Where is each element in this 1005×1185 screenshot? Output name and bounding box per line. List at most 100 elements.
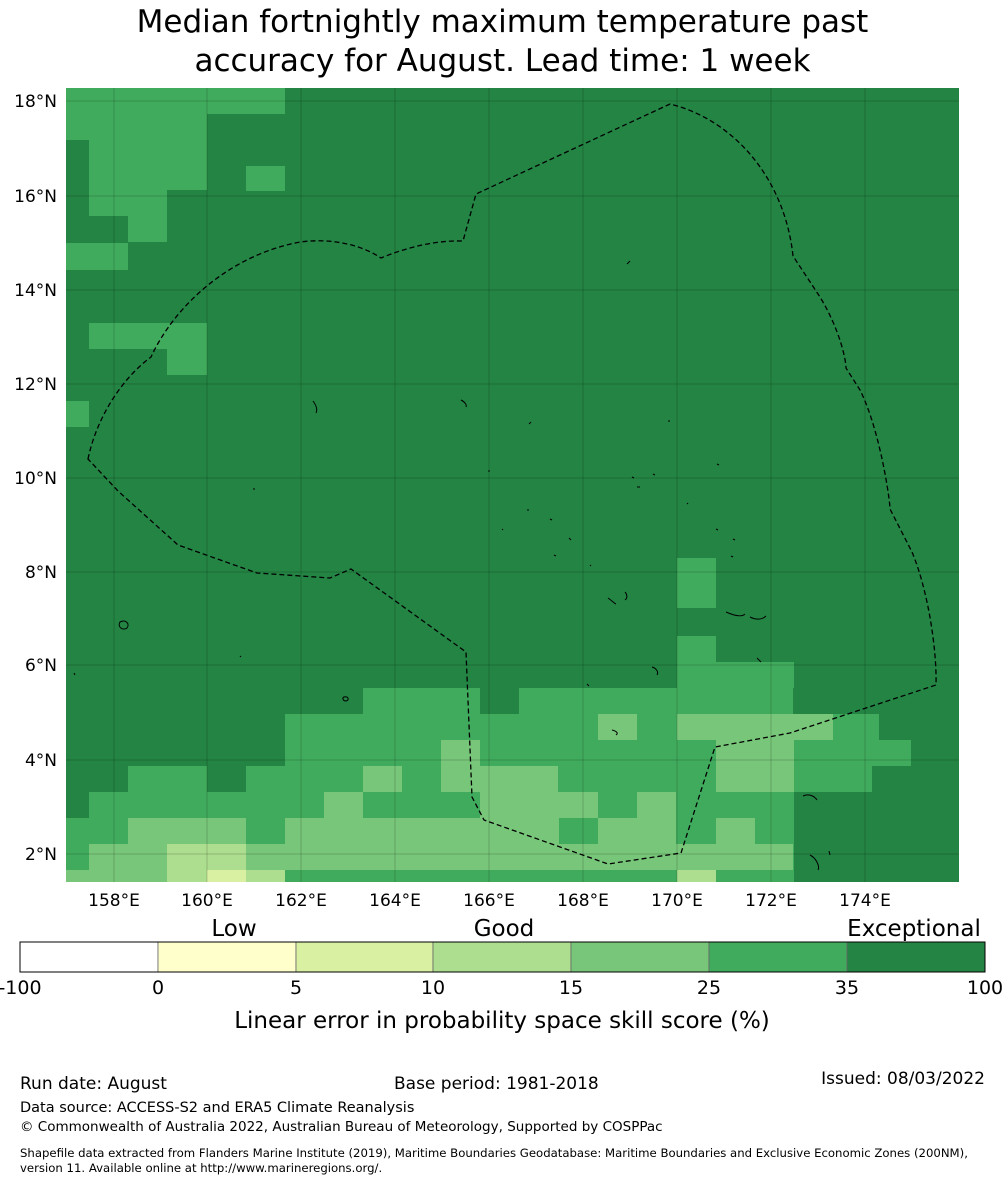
colorbar-tick-label: -100 — [0, 977, 42, 999]
lon-label: 172°E — [745, 891, 797, 911]
skill-cell — [285, 818, 559, 844]
skill-cell — [677, 636, 716, 662]
colorbar-swatch — [570, 941, 710, 973]
skill-cell — [66, 714, 285, 740]
colorbar-label: Linear error in probability space skill … — [234, 1008, 770, 1034]
title-line-2: accuracy for August. Lead time: 1 week — [194, 43, 811, 79]
colorbar-swatch — [846, 941, 986, 973]
legend-category-good: Good — [474, 916, 535, 942]
lat-label: 10°N — [14, 469, 57, 489]
shapefile-credit-line-2: version 11. Available online at http://w… — [20, 1161, 383, 1175]
skill-cell — [677, 870, 716, 882]
skill-cell — [89, 844, 167, 870]
skill-cell — [128, 818, 246, 844]
skill-cell — [559, 818, 598, 844]
colorbar-tick-label: 5 — [290, 977, 302, 999]
skill-cell — [128, 766, 206, 792]
skill-cell — [716, 740, 794, 792]
skill-cell — [66, 114, 207, 190]
skill-cell — [637, 792, 676, 818]
skill-cell — [716, 818, 755, 844]
colorbar-swatch — [19, 941, 159, 973]
skill-cell — [66, 140, 89, 190]
skill-cell — [128, 216, 167, 242]
lon-label: 166°E — [463, 891, 515, 911]
colorbar-tick-label: 0 — [152, 977, 164, 999]
skill-cell — [167, 349, 207, 375]
skill-cell — [246, 844, 793, 870]
latitude-labels: 18°N 16°N 14°N 12°N 10°N 8°N 6°N 4°N 2°N — [14, 92, 57, 865]
skill-cell — [480, 792, 598, 818]
run-date: Run date: August — [20, 1074, 167, 1094]
skill-cell — [207, 766, 246, 792]
lat-label: 6°N — [25, 656, 57, 676]
colorbar-frame — [19, 941, 986, 973]
shapefile-credit-line-1: Shapefile data extracted from Flanders M… — [20, 1146, 968, 1160]
lon-label: 160°E — [181, 891, 233, 911]
lat-label: 8°N — [25, 563, 57, 583]
colorbar-tick-label: 10 — [421, 977, 445, 999]
gridlines — [66, 88, 959, 882]
colorbar-tick-label: 25 — [697, 977, 721, 999]
legend-category-exceptional: Exceptional — [847, 916, 981, 942]
map-panel — [66, 88, 959, 882]
base-period: Base period: 1981-2018 — [394, 1074, 599, 1094]
colorbar-swatch — [708, 941, 848, 973]
colorbar: Low Good Exceptional -100 0 5 10 15 25 3… — [0, 916, 1003, 1034]
colorbar-tick-label: 100 — [967, 977, 1003, 999]
skill-cell — [441, 766, 480, 792]
skill-cell — [246, 166, 285, 191]
skill-cell — [480, 688, 519, 714]
skill-cell — [794, 766, 872, 792]
skill-cell — [677, 558, 716, 608]
skill-cell — [66, 792, 89, 818]
skill-cell — [363, 688, 793, 714]
skill-cell — [480, 766, 558, 792]
legend-category-low: Low — [211, 916, 256, 942]
skill-cell — [89, 323, 207, 349]
colorbar-tick-label: 35 — [835, 977, 859, 999]
skill-cell — [66, 870, 167, 882]
colorbar-swatches — [19, 941, 986, 973]
skill-cell — [207, 792, 246, 818]
lat-label: 12°N — [14, 375, 57, 395]
lon-label: 162°E — [275, 891, 327, 911]
skill-cell — [66, 401, 89, 427]
issued-date: Issued: 08/03/2022 — [821, 1069, 985, 1089]
skill-cell — [89, 190, 167, 216]
lat-label: 14°N — [14, 281, 57, 301]
lon-label: 170°E — [651, 891, 703, 911]
skill-cell — [363, 766, 402, 792]
lat-label: 18°N — [14, 92, 57, 112]
colorbar-tick-label: 15 — [559, 977, 583, 999]
copyright: © Commonwealth of Australia 2022, Austra… — [20, 1119, 663, 1135]
lon-label: 174°E — [839, 891, 891, 911]
skill-cell — [677, 714, 833, 740]
skill-cell — [66, 88, 285, 114]
longitude-labels: 158°E 160°E 162°E 164°E 166°E 168°E 170°… — [88, 891, 891, 911]
skill-cell — [89, 792, 794, 818]
lon-label: 168°E — [557, 891, 609, 911]
skill-cell — [66, 243, 128, 270]
colorbar-swatch — [295, 941, 434, 973]
skill-cell — [677, 662, 794, 688]
colorbar-swatch — [157, 941, 297, 973]
skill-cell — [246, 870, 285, 882]
islands — [73, 260, 831, 871]
colorbar-swatch — [432, 941, 572, 973]
lat-label: 16°N — [14, 187, 57, 207]
skill-cells — [66, 88, 911, 882]
skill-cell — [794, 740, 833, 766]
skill-cell — [441, 740, 480, 766]
skill-cell — [598, 818, 676, 844]
data-source: Data source: ACCESS-S2 and ERA5 Climate … — [20, 1100, 415, 1116]
colorbar-ticks: -100 0 5 10 15 25 35 100 — [0, 977, 1003, 999]
lat-label: 2°N — [25, 845, 57, 865]
lat-label: 4°N — [25, 751, 57, 771]
lon-label: 158°E — [88, 891, 140, 911]
skill-cell — [207, 870, 246, 882]
title-line-1: Median fortnightly maximum temperature p… — [136, 4, 869, 40]
skill-cell — [324, 792, 363, 818]
map-title: Median fortnightly maximum temperature p… — [0, 0, 1005, 83]
